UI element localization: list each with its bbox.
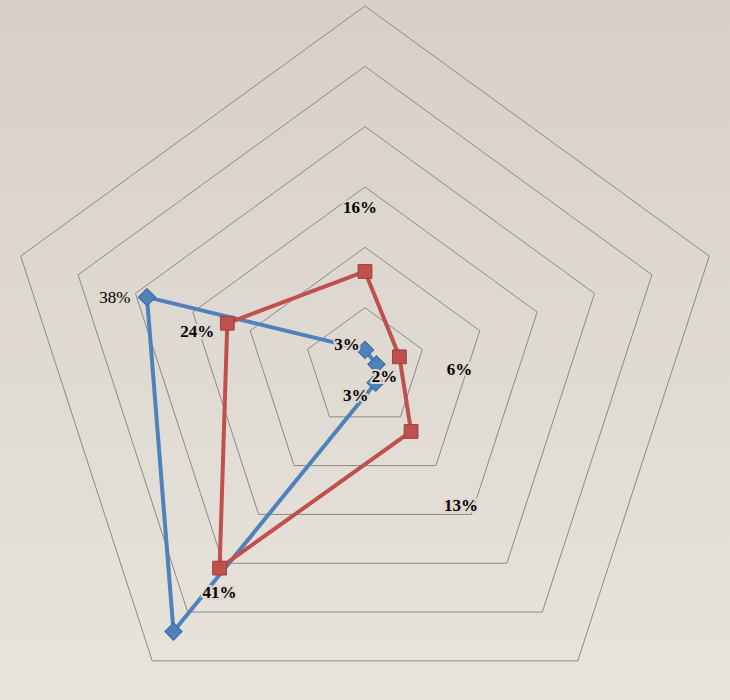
- data-label: 41%: [203, 583, 237, 602]
- marker: [220, 316, 234, 330]
- marker: [393, 350, 407, 364]
- radar-chart: 3%2%3%38%16%6%13%41%24%: [0, 0, 730, 700]
- data-label: 24%: [180, 322, 214, 341]
- data-label: 38%: [99, 288, 130, 307]
- grid: [21, 6, 710, 661]
- marker: [404, 425, 418, 439]
- data-label: 6%: [447, 360, 473, 379]
- data-label: 16%: [343, 198, 377, 217]
- data-label: 3%: [343, 386, 369, 405]
- data-label: 13%: [444, 496, 478, 515]
- data-label: 3%: [334, 335, 360, 354]
- marker: [213, 561, 227, 575]
- grid-ring: [250, 247, 480, 465]
- data-label: 2%: [372, 367, 398, 386]
- grid-ring: [135, 127, 594, 564]
- plot-area: [138, 265, 418, 641]
- marker: [138, 288, 155, 305]
- marker: [358, 265, 372, 279]
- marker: [165, 623, 182, 640]
- data-labels: 3%2%3%38%16%6%13%41%24%: [99, 198, 478, 602]
- grid-ring: [21, 6, 710, 661]
- series-line: [147, 297, 377, 631]
- series-line: [220, 271, 411, 568]
